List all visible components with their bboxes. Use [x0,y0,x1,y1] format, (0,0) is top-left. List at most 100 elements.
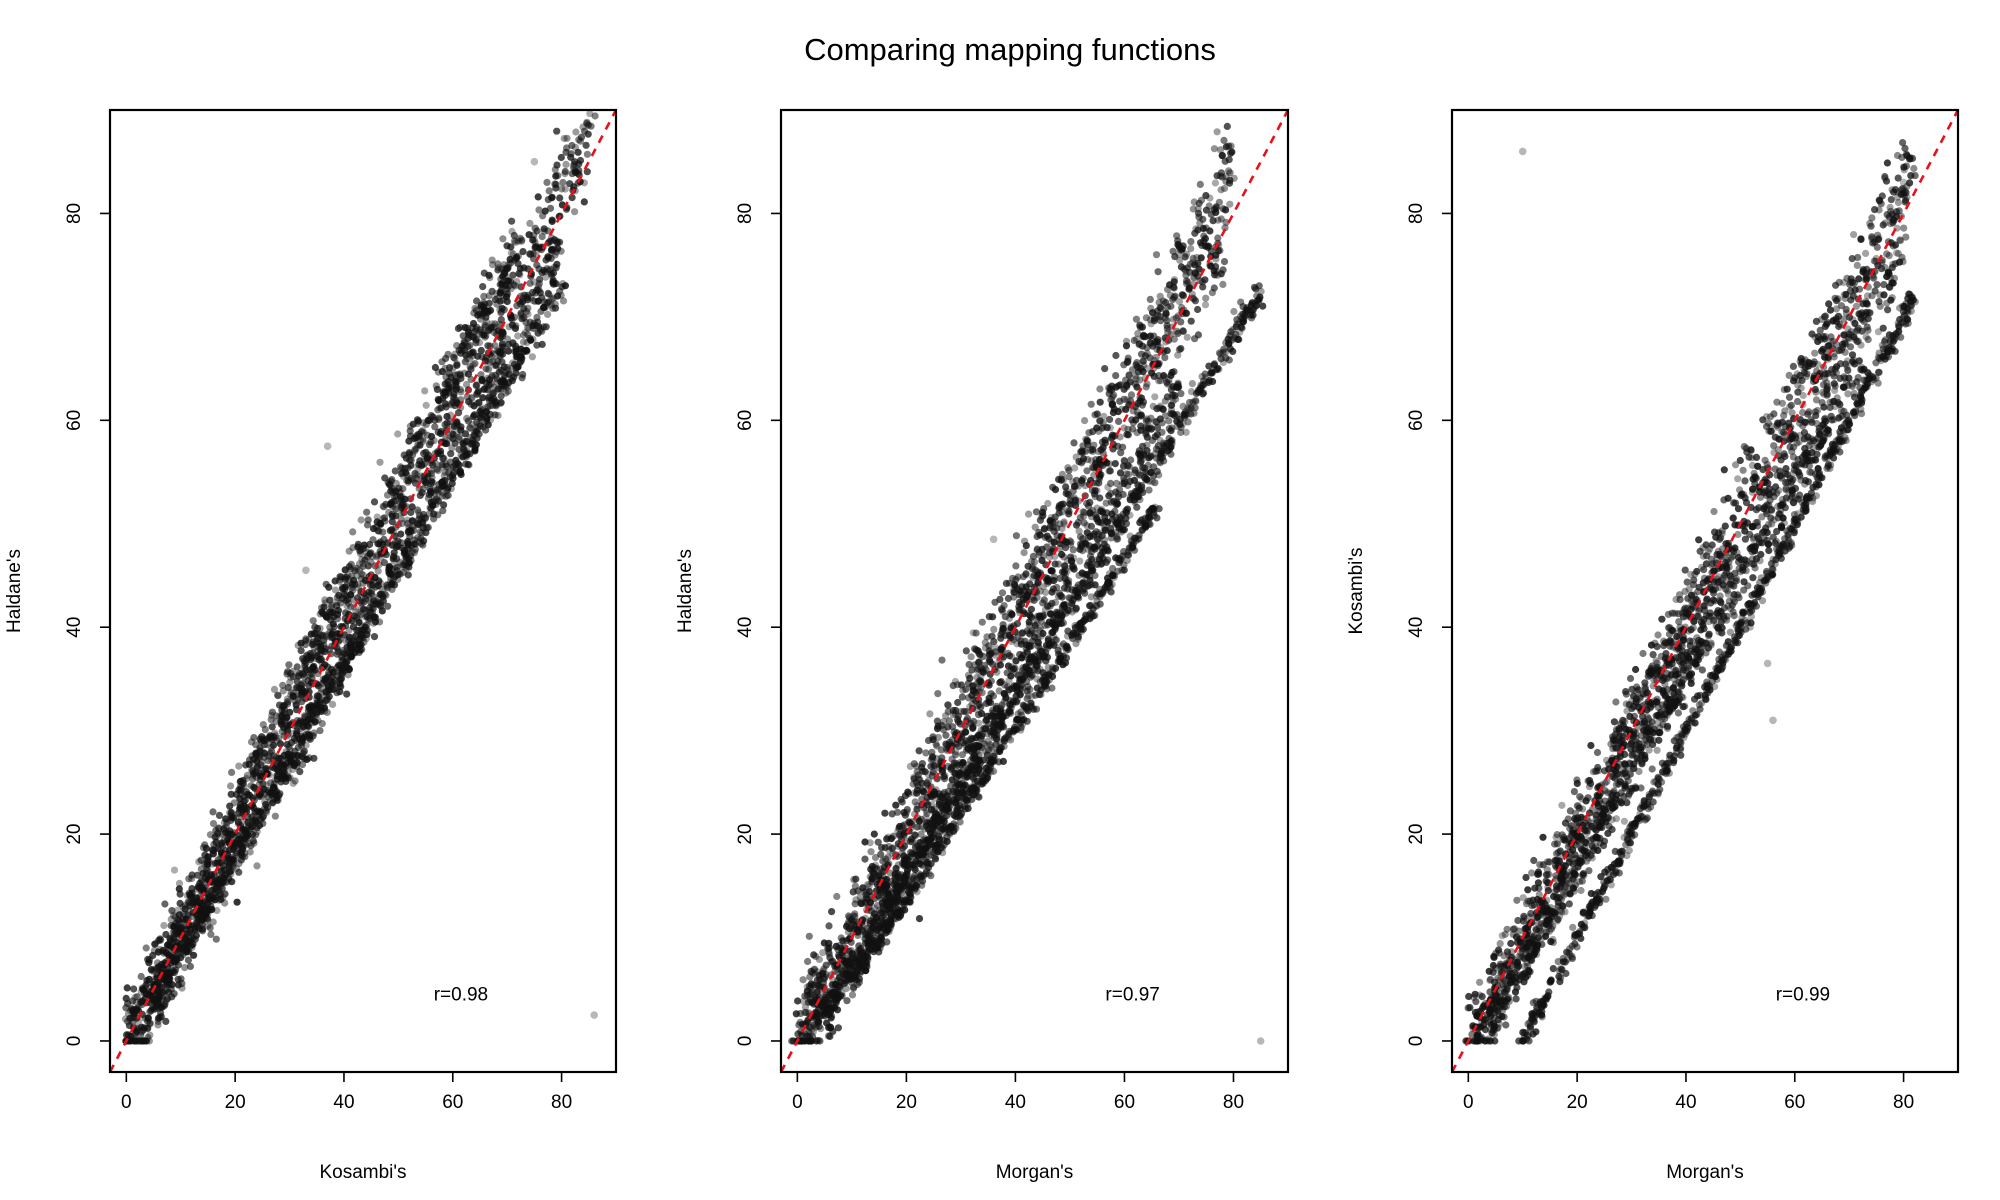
scatter-point [253,862,261,870]
scatter-point [467,331,475,339]
scatter-point [1087,400,1095,408]
scatter-point [1046,553,1054,561]
scatter-point [434,395,442,403]
scatter-point [1193,253,1201,262]
scatter-point [1044,499,1052,508]
scatter-point [432,500,440,508]
scatter-point [813,1016,821,1024]
scatter-point [436,447,445,455]
scatter-point [445,370,453,378]
scatter-point [556,238,564,246]
scatter-point [962,647,970,655]
scatter-point [520,331,528,339]
scatter-point [461,347,469,355]
scatter-point [541,298,549,306]
scatter-point [472,381,480,390]
scatter-point [937,746,946,754]
scatter-point [441,400,450,408]
scatter-point [243,771,251,780]
scatter-point [1213,128,1221,136]
scatter-point [1051,513,1059,521]
scatter-point [1131,372,1139,380]
scatter-point [796,1009,805,1018]
scatter-point [1019,573,1027,581]
scatter-point [868,862,876,871]
scatter-point [519,248,527,256]
scatter-point [475,339,484,347]
scatter-point [987,699,995,707]
scatter-point [870,830,878,838]
scatter-point [918,779,926,788]
scatter-point [1151,433,1159,441]
scatter-point [376,458,384,466]
scatter-point [432,495,441,503]
scatter-point [391,467,399,475]
scatter-point [433,385,441,393]
scatter-point [557,247,565,255]
scatter-point [318,720,326,728]
scatter-point [313,647,322,655]
scatter-point [256,769,264,778]
scatter-point [1152,418,1161,426]
scatter-point [469,439,477,447]
scatter-point [459,445,468,453]
scatter-point [256,747,264,755]
scatter-point [246,848,254,856]
scatter-point [535,206,543,214]
scatter-point [128,997,137,1005]
scatter-point [892,801,900,809]
scatter-point [1140,331,1148,339]
scatter-point [457,451,465,459]
scatter-point [160,989,168,997]
scatter-point [232,790,240,799]
scatter-point [241,796,249,804]
scatter-point [289,667,297,676]
scatter-point [162,948,170,957]
scatter-point [1019,651,1027,659]
scatter-points [788,122,1267,1045]
scatter-point [1083,499,1091,508]
scatter-point [439,454,447,462]
scatter-point [333,650,341,658]
scatter-point [356,550,365,558]
scatter-point [484,386,492,394]
scatter-point [1174,351,1182,359]
scatter-point [954,712,963,720]
scatter-point [482,332,490,340]
scatter-point [124,1031,132,1039]
scatter-point [499,296,507,304]
scatter-point [1042,588,1050,597]
scatter-point [801,1008,809,1017]
scatter-point [1101,439,1109,447]
scatter-point [165,940,173,948]
scatter-point [307,665,315,674]
scatter-point [330,684,338,693]
scatter-point [306,735,315,743]
scatter-point [484,403,492,411]
scatter-point [1008,666,1016,674]
scatter-point [1057,592,1065,600]
scatter-point [297,724,305,733]
scatter-point [538,327,546,335]
scatter-point [497,347,506,355]
scatter-point [1057,500,1065,509]
scatter-point [304,677,312,685]
scatter-point [1168,401,1176,409]
scatter-point [544,289,552,297]
scatter-point [1079,508,1087,516]
scatter-point [229,843,237,851]
scatter-point [1036,613,1044,621]
scatter-point [391,573,399,581]
x-tick-label: 40 [333,1092,354,1113]
scatter-point [306,671,314,679]
scatter-point [1106,415,1114,424]
scatter-point [894,861,902,869]
scatter-point [301,641,309,649]
scatter-point [917,815,925,823]
scatter-point [1157,317,1165,325]
scatter-point [459,332,467,340]
scatter-point [490,350,498,359]
scatter-point [845,917,853,926]
scatter-point [350,612,359,620]
scatter-point [139,986,147,994]
